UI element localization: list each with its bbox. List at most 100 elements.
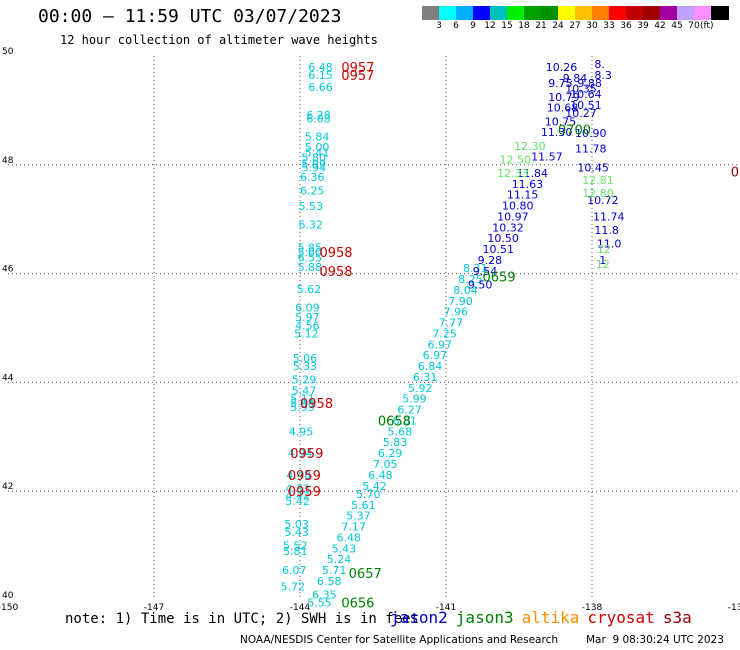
data-point: 11.30	[541, 126, 573, 139]
plot-grid	[8, 56, 738, 600]
satellite-legend: jason2 jason3 altika cryosat s3a	[390, 608, 700, 627]
data-point: 5.70	[356, 488, 381, 501]
color-scale-tick: 15	[501, 21, 513, 31]
data-point: 7.96	[444, 306, 469, 319]
color-scale-tick: 12	[484, 21, 496, 31]
color-scale-unit: (ft)	[700, 21, 714, 31]
x-tick-label: -138	[582, 603, 603, 613]
pass-time-label: 0957	[341, 61, 374, 76]
color-swatch	[524, 6, 542, 20]
data-point: 6.48	[337, 531, 362, 544]
data-point: 6.97	[423, 349, 448, 362]
footer-note: note: 1) Time is in UTC; 2) SWH is in fe…	[65, 611, 420, 627]
color-swatch	[711, 6, 729, 20]
data-point: 5.24	[327, 553, 352, 566]
data-point: 4.94	[288, 447, 313, 460]
pass-time-label: 0657	[349, 567, 382, 582]
data-point: 8.31	[463, 262, 488, 275]
data-point: 7.05	[373, 458, 398, 471]
data-point: 10.72	[587, 194, 619, 207]
pass-time-label: 0959	[288, 469, 321, 484]
data-point: 5.81	[283, 545, 308, 558]
data-point: 9.28	[478, 254, 503, 267]
data-point: 5.43	[332, 542, 357, 555]
pass-time-label: 0658	[378, 414, 411, 429]
data-point: 6.07	[282, 564, 307, 577]
data-point: 5.97	[295, 311, 320, 324]
x-tick-label: -147	[144, 603, 164, 613]
data-point: 5.93	[290, 401, 315, 414]
data-point: 4.42	[285, 490, 310, 503]
pass-time-label: 0959	[290, 447, 323, 462]
color-scale-tick: 36	[620, 21, 632, 31]
data-point: 6.29	[378, 447, 403, 460]
data-point: 6.55	[298, 251, 323, 264]
color-scale-tick: 30	[586, 21, 598, 31]
data-point: 8.25	[458, 273, 483, 286]
y-tick-label: 40	[2, 591, 14, 601]
data-point: 7.17	[341, 521, 366, 534]
data-point: 11.0	[597, 238, 622, 251]
data-point: 5.11	[290, 393, 315, 406]
data-point: 10.97	[497, 210, 528, 223]
x-tick-label: -141	[436, 603, 456, 613]
data-point: 5.84	[305, 131, 330, 144]
plot-axes: -150 -147 -144 -141 -138 -135 40 42 44 46 48 50	[0, 47, 740, 613]
data-point: 6.25	[300, 184, 325, 197]
color-swatch	[422, 6, 440, 20]
page-subtitle: 12 hour collection of altimeter wave hei…	[60, 33, 378, 47]
color-scale-tick: 39	[637, 21, 649, 31]
data-point: 5.83	[383, 436, 408, 449]
data-point: 6.08	[306, 113, 331, 126]
color-swatch	[575, 6, 593, 20]
data-point: 6.28	[306, 109, 331, 122]
data-point: 10.35	[565, 83, 597, 96]
data-point: 10.51	[570, 99, 602, 112]
data-point: 5.61	[351, 499, 376, 512]
data-point: 12.33	[497, 167, 528, 180]
data-point: 11.15	[507, 189, 539, 202]
data-point: 9.54	[473, 265, 498, 278]
color-scale-tick: 3	[436, 21, 442, 31]
data-point: 10.32	[492, 221, 524, 234]
data-point: 8.	[594, 58, 605, 71]
data-point: 5.52	[283, 540, 308, 553]
color-scale-tick: 42	[654, 21, 666, 31]
color-swatch	[694, 6, 712, 20]
data-point: 10.80	[502, 200, 534, 213]
data-point: 6.09	[295, 301, 320, 314]
data-point: 4.33	[285, 482, 310, 495]
data-point: 1	[599, 254, 606, 267]
data-point: 5.06	[293, 352, 318, 365]
footer-credit: NOAA/NESDIS Center for Satellite Applica…	[240, 634, 724, 646]
x-tick-label: -135	[728, 603, 740, 613]
y-tick-label: 46	[2, 265, 14, 275]
data-point: 11.78	[575, 142, 607, 155]
data-point: 5.92	[408, 382, 433, 395]
credit-timestamp: Mar 9 08:30:24 UTC 2023	[586, 634, 724, 646]
data-point: 5.68	[388, 425, 413, 438]
pass-time-label: 0957	[341, 69, 374, 84]
y-tick-label: 48	[2, 156, 14, 166]
legend-entry: cryosat	[587, 608, 655, 627]
color-swatch	[592, 6, 610, 20]
data-point: 5.60	[298, 246, 323, 259]
pass-time-labels: 0957095709580958095809590959095907000659…	[288, 61, 739, 612]
wave-height-labels: 6.486.156.666.286.085.845.005.415.805.99…	[281, 58, 625, 610]
data-point: 9.84	[563, 72, 588, 85]
data-point: 5.85	[298, 241, 323, 254]
pass-time-label: 0	[731, 165, 739, 180]
y-tick-label: 44	[2, 373, 14, 383]
data-point: 6.84	[418, 360, 443, 373]
data-point: 6.66	[308, 81, 333, 94]
data-point: 11.63	[512, 178, 544, 191]
legend-entry: jason2	[390, 608, 448, 627]
data-point: 5.94	[301, 162, 326, 175]
data-point: 5.72	[281, 580, 306, 593]
legend-entry: altika	[521, 608, 580, 627]
color-swatch	[660, 6, 678, 20]
data-point: 10.64	[570, 88, 602, 101]
data-point: 11.57	[531, 151, 563, 164]
data-point: 10.51	[483, 243, 515, 256]
